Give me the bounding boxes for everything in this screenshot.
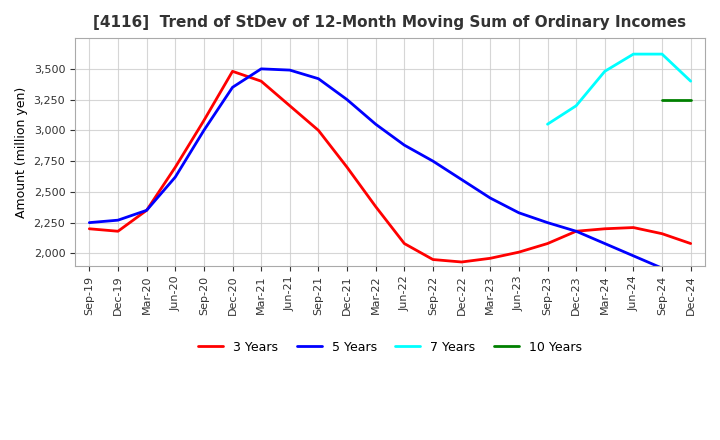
7 Years (600, 69, 609, 74)
5 Years (543, 220, 552, 225)
Line: 7 Years: 7 Years (547, 54, 690, 124)
3 Years (686, 241, 695, 246)
Legend: 3 Years, 5 Years, 7 Years, 10 Years: 3 Years, 5 Years, 7 Years, 10 Years (193, 336, 588, 359)
Line: 3 Years: 3 Years (89, 71, 690, 262)
3 Years (572, 229, 580, 234)
Line: 5 Years: 5 Years (89, 69, 690, 274)
7 Years (686, 78, 695, 84)
3 Years (658, 231, 667, 236)
5 Years (428, 158, 437, 164)
3 Years (486, 256, 495, 261)
3 Years (629, 225, 638, 230)
7 Years (658, 51, 667, 57)
Y-axis label: Amount (million yen): Amount (million yen) (15, 86, 28, 217)
5 Years (228, 84, 237, 90)
3 Years (428, 257, 437, 262)
5 Years (343, 97, 351, 102)
5 Years (457, 177, 466, 182)
5 Years (85, 220, 94, 225)
5 Years (658, 265, 667, 271)
5 Years (572, 229, 580, 234)
3 Years (228, 69, 237, 74)
5 Years (486, 195, 495, 201)
5 Years (400, 143, 409, 148)
5 Years (372, 121, 380, 127)
7 Years (572, 103, 580, 108)
3 Years (457, 259, 466, 264)
5 Years (114, 217, 122, 223)
3 Years (343, 165, 351, 170)
5 Years (171, 175, 179, 180)
7 Years (543, 121, 552, 127)
5 Years (199, 128, 208, 133)
3 Years (257, 78, 266, 84)
3 Years (285, 103, 294, 108)
3 Years (314, 128, 323, 133)
5 Years (629, 253, 638, 258)
Title: [4116]  Trend of StDev of 12-Month Moving Sum of Ordinary Incomes: [4116] Trend of StDev of 12-Month Moving… (94, 15, 687, 30)
5 Years (143, 208, 151, 213)
3 Years (199, 118, 208, 123)
10 Years (658, 97, 667, 102)
7 Years (629, 51, 638, 57)
5 Years (257, 66, 266, 72)
3 Years (400, 241, 409, 246)
3 Years (143, 208, 151, 213)
5 Years (314, 76, 323, 81)
10 Years (686, 97, 695, 102)
3 Years (114, 229, 122, 234)
5 Years (686, 271, 695, 277)
3 Years (85, 226, 94, 231)
5 Years (515, 210, 523, 216)
3 Years (171, 165, 179, 170)
5 Years (600, 241, 609, 246)
3 Years (543, 241, 552, 246)
3 Years (372, 204, 380, 209)
3 Years (600, 226, 609, 231)
5 Years (285, 67, 294, 73)
3 Years (515, 249, 523, 255)
